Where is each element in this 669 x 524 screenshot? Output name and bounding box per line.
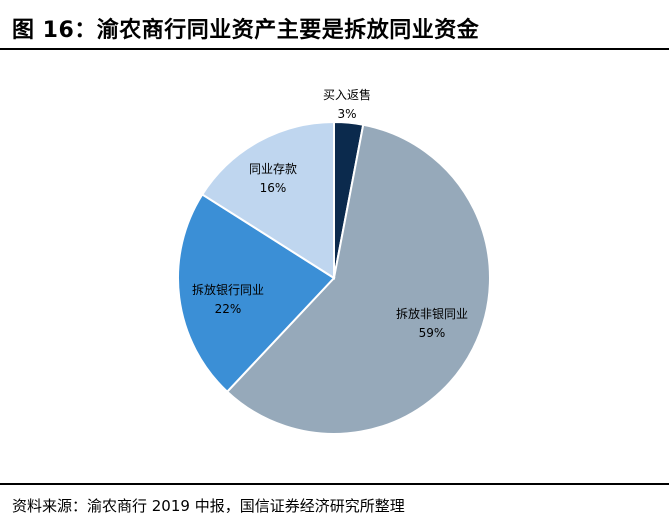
slice-value-label: 22% — [215, 302, 242, 316]
figure-title: 图 16：渝农商行同业资产主要是拆放同业资金 — [12, 18, 480, 43]
slice-label: 拆放银行同业 — [192, 282, 264, 297]
slice-value-label: 59% — [419, 326, 446, 340]
source-divider — [0, 483, 669, 485]
slice-label: 买入返售 — [323, 87, 371, 102]
source-note: 资料来源：渝农商行 2019 中报，国信证券经济研究所整理 — [12, 497, 405, 515]
slice-value-label: 16% — [260, 181, 287, 195]
pie-slices — [177, 120, 491, 435]
pie-slice — [177, 193, 336, 394]
slice-label: 拆放非银同业 — [396, 306, 468, 321]
pie-slice — [225, 123, 491, 435]
title-divider — [0, 48, 669, 50]
pie-labels: 买入返售 3% 拆放非银同业 59% 拆放银行同业 22% 同业存款 16% — [192, 87, 468, 340]
slice-value-label: 3% — [337, 107, 356, 121]
slice-label: 同业存款 — [249, 162, 297, 176]
pie-slice — [200, 120, 335, 280]
